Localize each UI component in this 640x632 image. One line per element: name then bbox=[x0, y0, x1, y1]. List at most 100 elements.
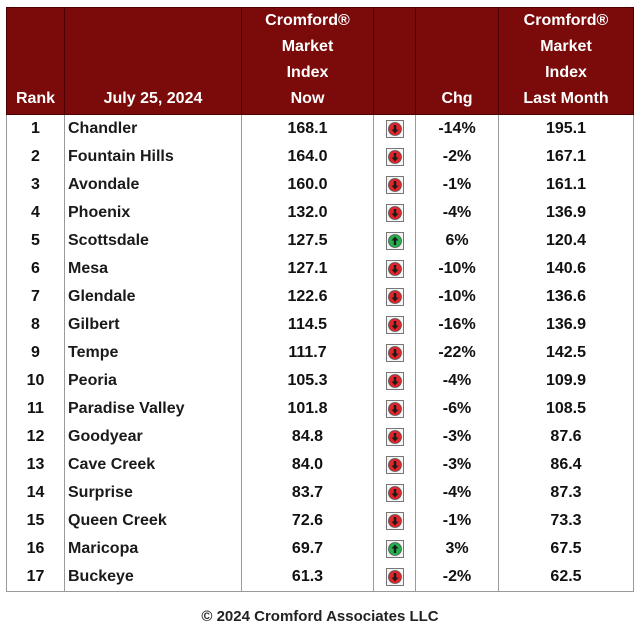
trend-cell bbox=[373, 395, 416, 423]
rank-cell: 2 bbox=[6, 143, 65, 171]
city-cell: Tempe bbox=[64, 339, 242, 367]
city-cell: Surprise bbox=[64, 479, 242, 507]
change-cell: -22% bbox=[415, 339, 499, 367]
table-row: 16 Maricopa 69.7 3% 67.5 bbox=[6, 535, 634, 563]
chg-header: Chg bbox=[415, 7, 499, 115]
trend-cell bbox=[373, 227, 416, 255]
down-arrow-icon bbox=[385, 287, 404, 306]
change-cell: -10% bbox=[415, 283, 499, 311]
down-arrow-icon bbox=[385, 567, 404, 586]
index-now-cell: 72.6 bbox=[241, 507, 374, 535]
index-now-line3: Index bbox=[286, 64, 329, 81]
city-cell: Mesa bbox=[64, 255, 242, 283]
down-arrow-icon bbox=[385, 483, 404, 502]
table-row: 14 Surprise 83.7 -4% 87.3 bbox=[6, 479, 634, 507]
city-cell: Gilbert bbox=[64, 311, 242, 339]
table-row: 12 Goodyear 84.8 -3% 87.6 bbox=[6, 423, 634, 451]
table-row: 4 Phoenix 132.0 -4% 136.9 bbox=[6, 199, 634, 227]
change-cell: -1% bbox=[415, 171, 499, 199]
city-cell: Chandler bbox=[64, 114, 242, 143]
trend-cell bbox=[373, 114, 416, 143]
table-row: 13 Cave Creek 84.0 -3% 86.4 bbox=[6, 451, 634, 479]
index-last-month-cell: 108.5 bbox=[498, 395, 634, 423]
trend-cell bbox=[373, 423, 416, 451]
index-now-cell: 69.7 bbox=[241, 535, 374, 563]
trend-cell bbox=[373, 255, 416, 283]
trend-cell bbox=[373, 367, 416, 395]
trend-cell bbox=[373, 535, 416, 563]
index-last-month-cell: 161.1 bbox=[498, 171, 634, 199]
trend-cell bbox=[373, 143, 416, 171]
down-arrow-icon bbox=[385, 259, 404, 278]
trend-cell bbox=[373, 507, 416, 535]
table-row: 1 Chandler 168.1 -14% 195.1 bbox=[6, 114, 634, 143]
index-last-month-cell: 73.3 bbox=[498, 507, 634, 535]
rank-cell: 4 bbox=[6, 199, 65, 227]
rank-cell: 12 bbox=[6, 423, 65, 451]
change-cell: -10% bbox=[415, 255, 499, 283]
index-last-month-cell: 86.4 bbox=[498, 451, 634, 479]
index-now-cell: 168.1 bbox=[241, 114, 374, 143]
trend-cell bbox=[373, 199, 416, 227]
header-row: Rank July 25, 2024 Cromford® Market Inde… bbox=[6, 7, 634, 115]
index-last-month-cell: 142.5 bbox=[498, 339, 634, 367]
trend-cell bbox=[373, 339, 416, 367]
index-now-cell: 61.3 bbox=[241, 563, 374, 592]
down-arrow-icon bbox=[385, 315, 404, 334]
table-row: 6 Mesa 127.1 -10% 140.6 bbox=[6, 255, 634, 283]
table-row: 7 Glendale 122.6 -10% 136.6 bbox=[6, 283, 634, 311]
change-cell: -2% bbox=[415, 563, 499, 592]
rank-cell: 15 bbox=[6, 507, 65, 535]
table-row: 11 Paradise Valley 101.8 -6% 108.5 bbox=[6, 395, 634, 423]
change-cell: -6% bbox=[415, 395, 499, 423]
table-row: 10 Peoria 105.3 -4% 109.9 bbox=[6, 367, 634, 395]
rank-cell: 14 bbox=[6, 479, 65, 507]
index-now-cell: 101.8 bbox=[241, 395, 374, 423]
index-now-cell: 111.7 bbox=[241, 339, 374, 367]
index-last-month-cell: 136.6 bbox=[498, 283, 634, 311]
change-cell: -2% bbox=[415, 143, 499, 171]
index-now-header: Cromford® Market Index Now bbox=[241, 7, 374, 115]
rank-cell: 7 bbox=[6, 283, 65, 311]
trend-cell bbox=[373, 311, 416, 339]
index-now-cell: 114.5 bbox=[241, 311, 374, 339]
index-last-month-cell: 167.1 bbox=[498, 143, 634, 171]
index-now-cell: 83.7 bbox=[241, 479, 374, 507]
index-last-month-cell: 87.3 bbox=[498, 479, 634, 507]
rank-header: Rank bbox=[6, 7, 65, 115]
table-row: 15 Queen Creek 72.6 -1% 73.3 bbox=[6, 507, 634, 535]
change-cell: -14% bbox=[415, 114, 499, 143]
index-last-line1: Cromford® bbox=[523, 12, 609, 29]
rank-cell: 9 bbox=[6, 339, 65, 367]
rank-cell: 5 bbox=[6, 227, 65, 255]
index-now-cell: 84.8 bbox=[241, 423, 374, 451]
index-last-line2: Market bbox=[540, 38, 592, 55]
index-last-month-cell: 62.5 bbox=[498, 563, 634, 592]
trend-cell bbox=[373, 451, 416, 479]
trend-cell bbox=[373, 479, 416, 507]
change-cell: 3% bbox=[415, 535, 499, 563]
city-cell: Glendale bbox=[64, 283, 242, 311]
rank-cell: 11 bbox=[6, 395, 65, 423]
city-cell: Maricopa bbox=[64, 535, 242, 563]
index-last-month-cell: 136.9 bbox=[498, 199, 634, 227]
date-header: July 25, 2024 bbox=[64, 7, 242, 115]
index-last-month-cell: 140.6 bbox=[498, 255, 634, 283]
change-cell: 6% bbox=[415, 227, 499, 255]
change-cell: -4% bbox=[415, 199, 499, 227]
city-cell: Queen Creek bbox=[64, 507, 242, 535]
down-arrow-icon bbox=[385, 511, 404, 530]
index-now-line1: Cromford® bbox=[265, 12, 350, 29]
index-now-line4: Now bbox=[290, 90, 325, 107]
index-now-cell: 84.0 bbox=[241, 451, 374, 479]
market-index-table: Rank July 25, 2024 Cromford® Market Inde… bbox=[6, 7, 634, 592]
index-now-cell: 160.0 bbox=[241, 171, 374, 199]
rank-cell: 13 bbox=[6, 451, 65, 479]
down-arrow-icon bbox=[385, 203, 404, 222]
index-last-line4: Last Month bbox=[523, 90, 609, 107]
table-row: 3 Avondale 160.0 -1% 161.1 bbox=[6, 171, 634, 199]
city-cell: Goodyear bbox=[64, 423, 242, 451]
change-cell: -4% bbox=[415, 367, 499, 395]
trend-cell bbox=[373, 171, 416, 199]
index-now-cell: 122.6 bbox=[241, 283, 374, 311]
